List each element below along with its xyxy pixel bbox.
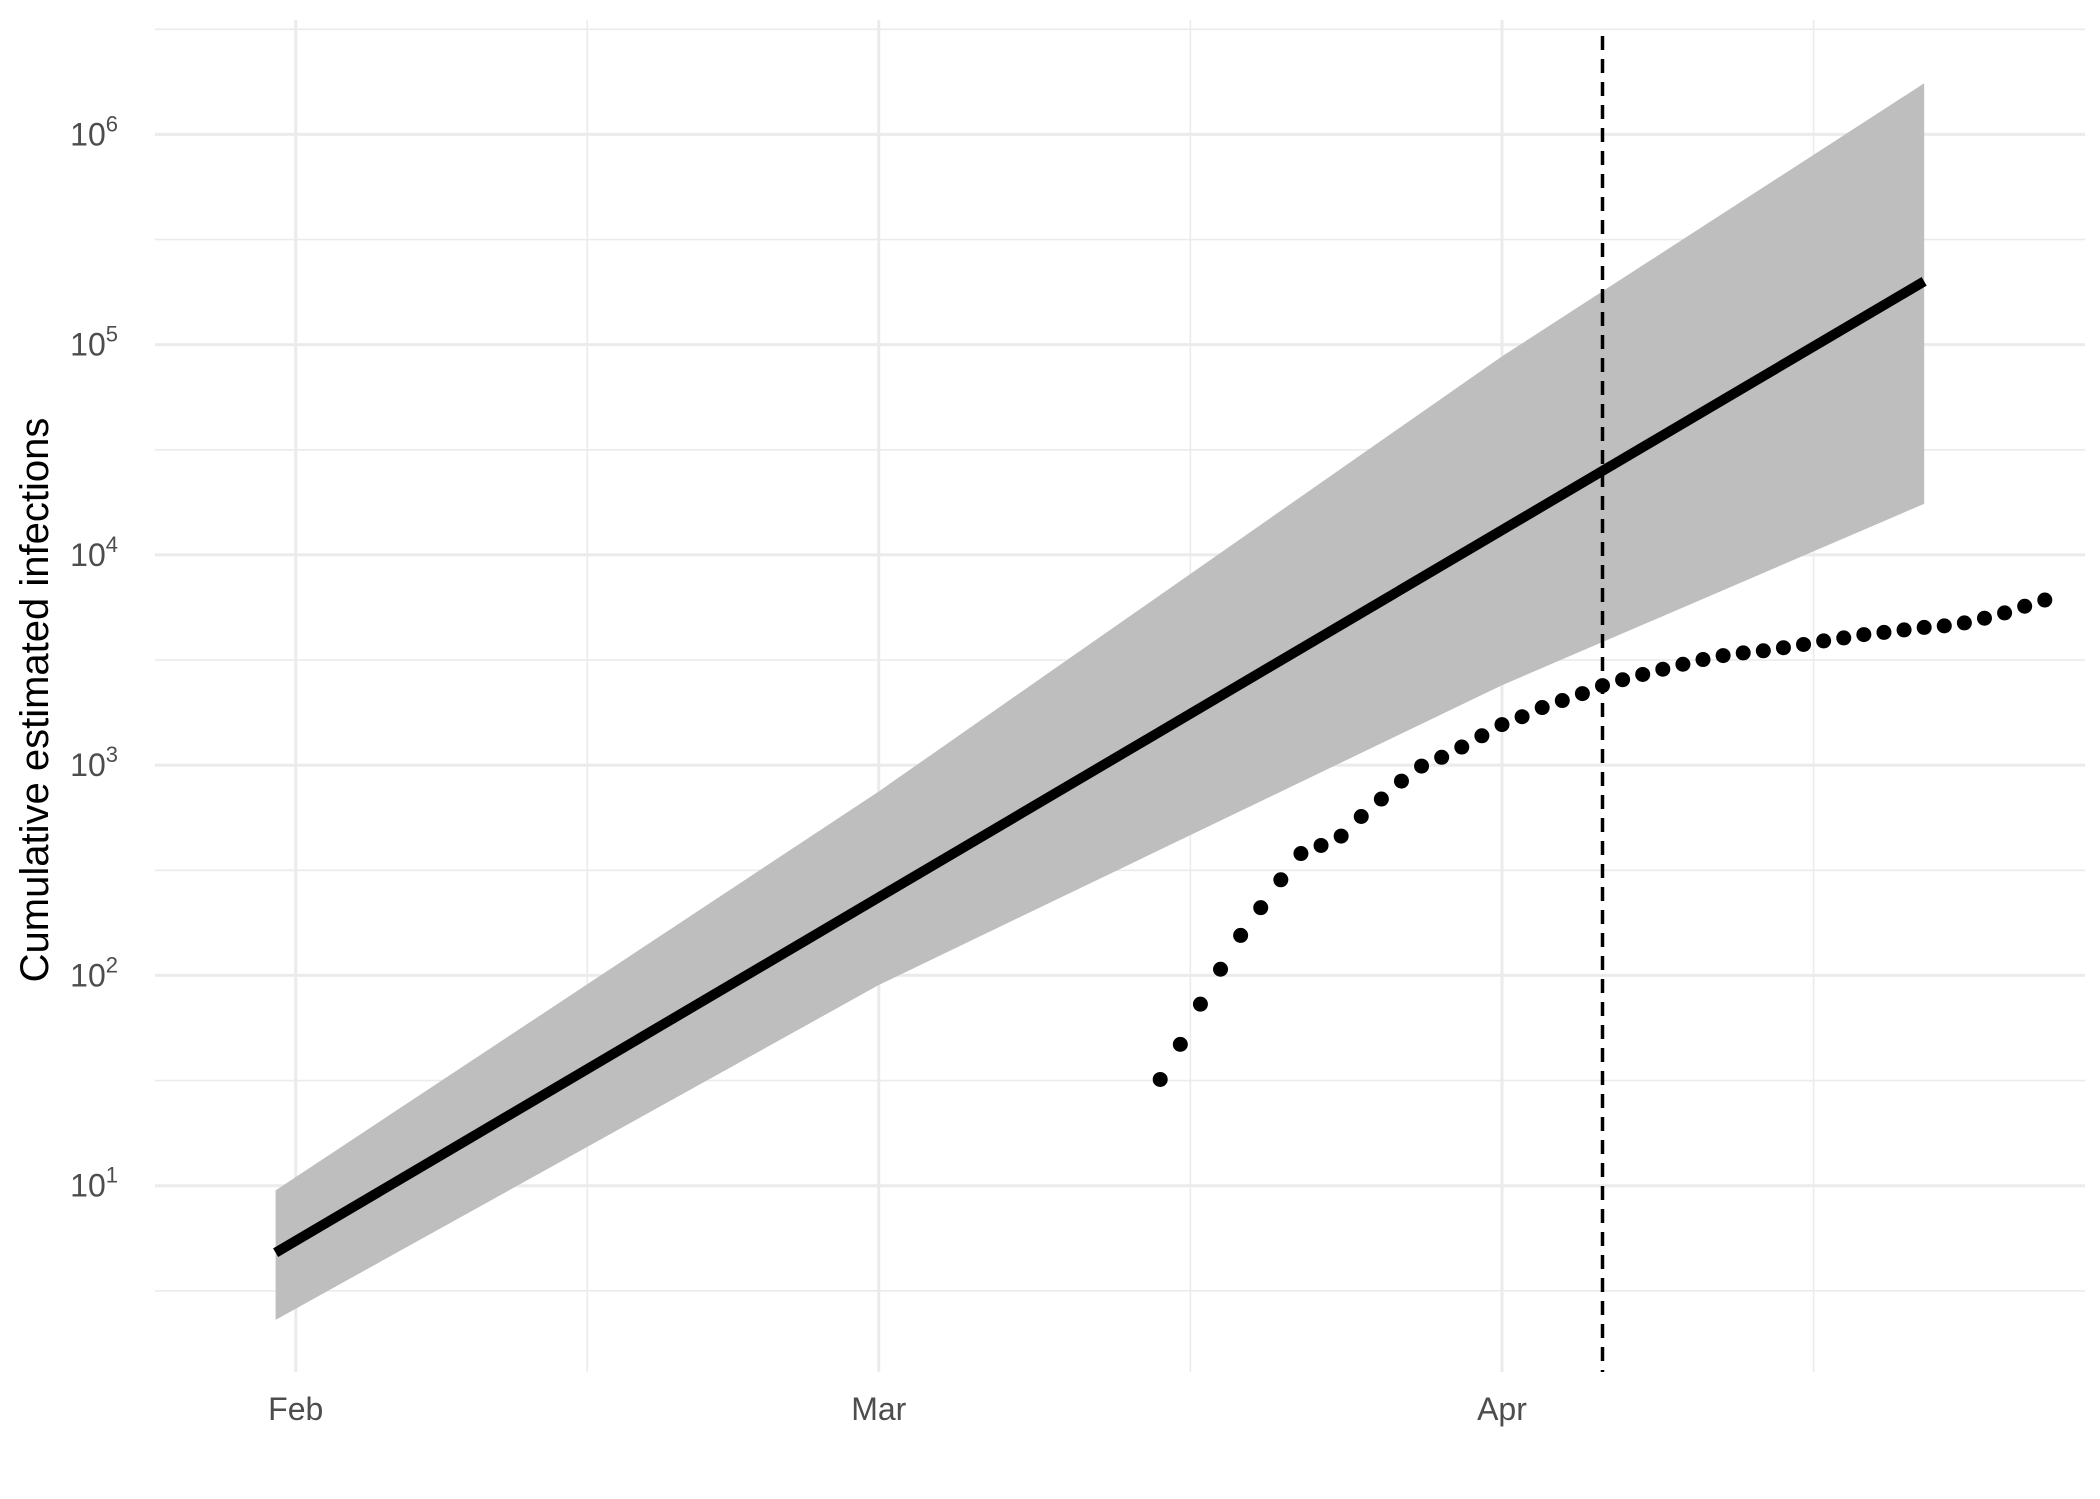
data-point	[1916, 619, 1932, 635]
data-point	[1233, 927, 1249, 943]
x-tick-labels: Feb Mar Apr	[268, 1391, 1527, 1427]
data-point	[1273, 872, 1289, 888]
x-tick-label: Apr	[1477, 1391, 1527, 1427]
data-point	[1715, 648, 1731, 664]
data-point	[1353, 809, 1369, 825]
data-point	[1595, 678, 1610, 694]
data-point	[1615, 672, 1631, 688]
y-tick-label: 105	[70, 322, 118, 363]
data-point	[1896, 622, 1912, 638]
data-point	[1534, 700, 1550, 716]
confidence-band	[275, 83, 1925, 1320]
data-point	[1796, 636, 1812, 652]
y-tick-label: 104	[70, 532, 118, 573]
x-tick-label: Feb	[268, 1391, 323, 1427]
data-point	[1454, 739, 1470, 755]
y-tick-label: 103	[70, 742, 118, 783]
data-point	[1554, 693, 1570, 709]
data-point	[1816, 633, 1832, 649]
y-tick-label: 101	[70, 1163, 118, 1204]
y-tick-labels: 101 102 103 104 105 106	[70, 111, 118, 1203]
data-point	[1293, 846, 1309, 862]
data-point	[1414, 758, 1430, 774]
data-point	[1213, 961, 1229, 977]
data-point	[1373, 791, 1389, 807]
data-point	[1192, 996, 1208, 1012]
data-point	[1675, 656, 1691, 672]
data-point	[1253, 900, 1269, 916]
data-point	[1574, 686, 1590, 702]
data-point	[1936, 618, 1952, 634]
data-point	[1313, 837, 1329, 853]
data-point	[1876, 624, 1892, 640]
data-point	[1393, 773, 1409, 789]
data-point	[1494, 717, 1510, 733]
data-point	[1775, 640, 1791, 656]
estimate-line	[273, 277, 1927, 1258]
data-point	[2017, 598, 2033, 614]
data-point	[1172, 1036, 1188, 1052]
data-point	[1655, 661, 1671, 677]
data-point	[1333, 828, 1349, 844]
data-point	[1635, 666, 1651, 682]
data-point	[1735, 645, 1751, 661]
data-point	[1997, 605, 2013, 621]
data-point	[1755, 643, 1771, 659]
data-point	[1695, 652, 1711, 668]
data-point	[1152, 1071, 1168, 1087]
confidence-band-area	[275, 83, 1925, 1320]
data-point	[1514, 709, 1530, 725]
y-tick-label: 106	[70, 111, 118, 152]
x-tick-label: Mar	[851, 1391, 906, 1427]
data-point	[2037, 592, 2053, 608]
estimate-line-path	[273, 277, 1927, 1258]
data-point	[1836, 630, 1852, 646]
data-point	[1434, 749, 1450, 765]
data-point	[1856, 627, 1872, 643]
data-point	[1956, 615, 1972, 631]
y-tick-label: 102	[70, 952, 118, 993]
data-point	[1474, 728, 1490, 744]
data-point	[1976, 610, 1992, 626]
y-axis-title: Cumulative estimated infections	[13, 418, 57, 983]
observed-points	[1152, 592, 2053, 1087]
